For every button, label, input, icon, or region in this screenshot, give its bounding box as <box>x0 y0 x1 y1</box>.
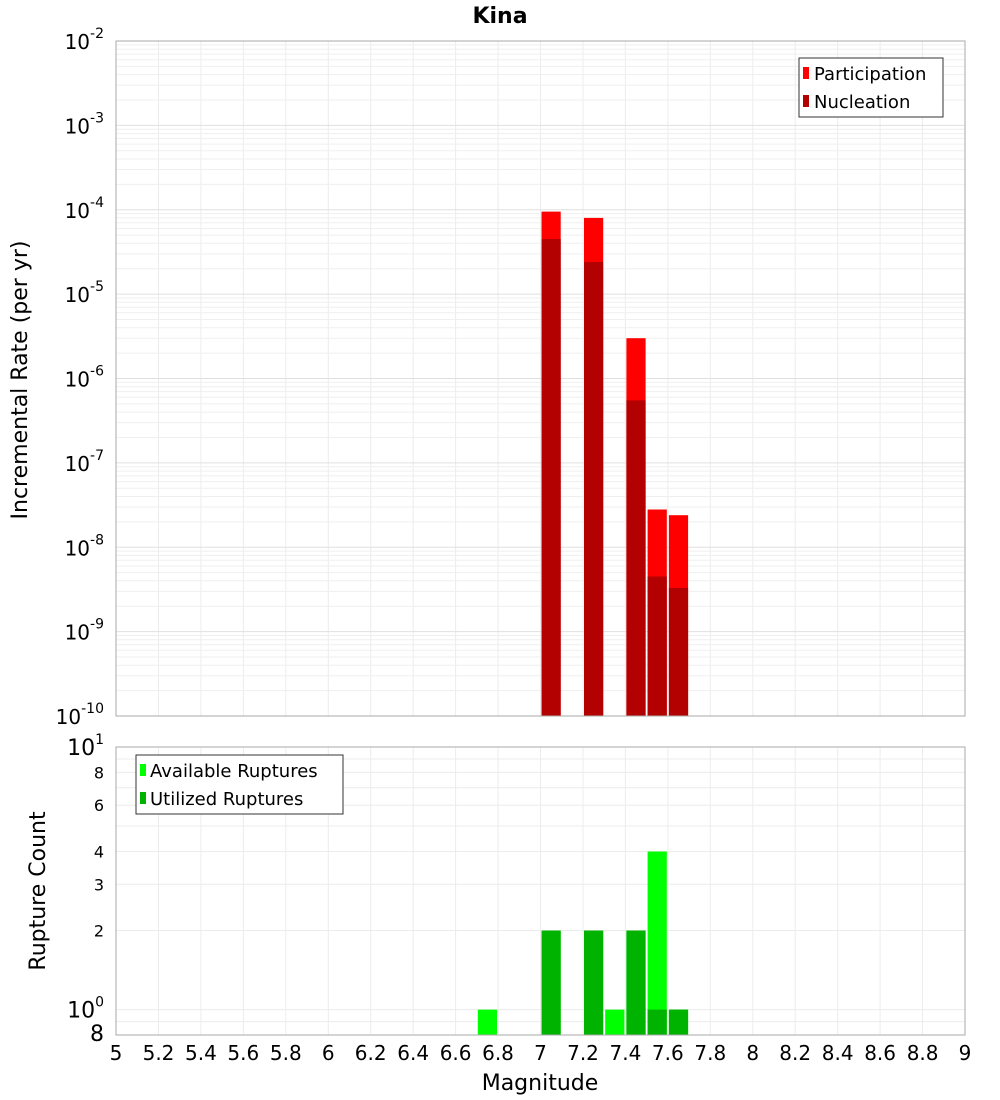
top-y-tick-labels: 10-2 10-3 10-4 10-5 10-6 10-7 10-8 10-9 10-10 <box>56 26 104 729</box>
top-gridlines <box>115 41 966 717</box>
top-y-tick-label: 10-7 <box>65 448 104 476</box>
x-tick-label: 7.2 <box>567 1041 599 1065</box>
top-y-tick-label: 10-5 <box>65 279 104 307</box>
top-plot-frame <box>115 40 966 717</box>
x-tick-labels: 5 5.2 5.4 5.6 5.8 6 6.2 6.4 6.6 6.8 7 7.2 7.4 7.6 7.8 8… <box>110 1041 972 1065</box>
chart-title: Kina <box>472 4 527 29</box>
x-tick-label: 6.2 <box>355 1041 387 1065</box>
bottom-legend: Available Ruptures Utilized Ruptures <box>135 754 344 815</box>
x-tick-label: 5.6 <box>227 1041 259 1065</box>
bottom-legend-box <box>135 754 344 815</box>
x-tick-label: 8.8 <box>907 1041 939 1065</box>
bar-utilized <box>584 930 604 1035</box>
x-tick-label: 8.2 <box>779 1041 811 1065</box>
top-y-tick-label: 10-10 <box>56 701 104 729</box>
bar-nucleation <box>584 262 604 716</box>
top-y-tick-label: 10-9 <box>65 617 104 645</box>
x-tick-label: 7 <box>534 1041 547 1065</box>
x-tick-label: 7.4 <box>609 1041 641 1065</box>
legend-swatch-available <box>140 764 146 776</box>
bottom-bars <box>477 851 689 1035</box>
x-tick-label: 8.6 <box>864 1041 896 1065</box>
x-tick-label: 6.8 <box>482 1041 514 1065</box>
top-y-tick-label: 10-6 <box>65 364 105 392</box>
x-tick-label: 7.8 <box>694 1041 726 1065</box>
bottom-y-tick-label: 2 <box>94 922 104 941</box>
x-tick-label: 7.6 <box>652 1041 684 1065</box>
top-y-axis-title: Incremental Rate (per yr) <box>8 241 33 520</box>
x-tick-label: 5.2 <box>143 1041 175 1065</box>
bottom-plot-frame <box>115 746 966 1036</box>
legend-label-available: Available Ruptures <box>150 761 318 782</box>
top-y-tick-label: 10-3 <box>65 110 104 138</box>
bar-utilized <box>541 930 561 1035</box>
top-y-tick-label: 10-4 <box>65 195 105 223</box>
top-y-tick-label: 10-8 <box>65 532 104 560</box>
top-legend: Participation Nucleation <box>798 57 944 118</box>
top-bars <box>541 211 689 716</box>
x-tick-label: 8 <box>746 1041 759 1065</box>
bar-nucleation <box>668 587 689 716</box>
legend-label-utilized: Utilized Ruptures <box>150 789 303 810</box>
x-tick-label: 5 <box>110 1041 123 1065</box>
legend-label-nucleation: Nucleation <box>814 92 910 113</box>
legend-swatch-participation <box>803 67 809 79</box>
bottom-y-tick-label: 4 <box>94 843 104 862</box>
bar-utilized <box>647 1009 667 1035</box>
bar-utilized <box>668 1009 689 1035</box>
bottom-y-tick-label: 8 <box>90 1022 104 1047</box>
bottom-y-tick-label: 3 <box>94 875 104 894</box>
bottom-y-tick-label: 100 <box>67 995 104 1024</box>
legend-label-participation: Participation <box>814 64 926 85</box>
x-axis-title: Magnitude <box>482 1071 599 1096</box>
bar-available <box>647 851 667 1035</box>
bottom-y-tick-label: 8 <box>94 763 104 782</box>
bar-utilized <box>626 930 646 1035</box>
top-y-tick-label: 10-2 <box>65 26 104 54</box>
bar-nucleation <box>626 400 646 716</box>
top-legend-box <box>798 57 944 118</box>
x-tick-label: 5.4 <box>185 1041 217 1065</box>
x-tick-label: 9 <box>959 1041 972 1065</box>
bar-nucleation <box>541 239 561 716</box>
x-tick-label: 6.6 <box>440 1041 472 1065</box>
x-tick-label: 8.4 <box>822 1041 854 1065</box>
bar-nucleation <box>647 576 667 716</box>
x-tick-label: 6.4 <box>397 1041 429 1065</box>
legend-swatch-nucleation <box>803 95 809 107</box>
bottom-y-axis-title: Rupture Count <box>26 811 51 971</box>
bar-available <box>605 1009 625 1035</box>
x-tick-label: 6 <box>322 1041 335 1065</box>
bottom-gridlines <box>115 746 966 1036</box>
bar-available <box>477 1009 497 1035</box>
legend-swatch-utilized <box>140 792 146 804</box>
x-tick-label: 5.8 <box>270 1041 302 1065</box>
bottom-y-tick-label: 6 <box>94 796 104 815</box>
bottom-y-tick-label: 101 <box>67 732 104 761</box>
